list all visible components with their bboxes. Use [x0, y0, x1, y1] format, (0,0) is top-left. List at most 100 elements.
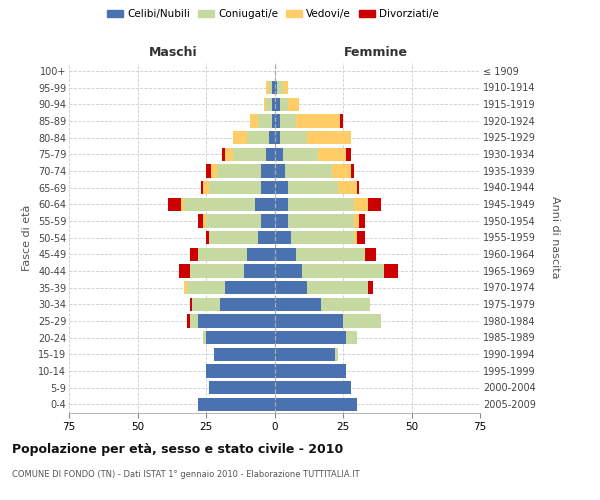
- Bar: [190, 314, 275, 328]
- Bar: [275, 348, 338, 361]
- Bar: [233, 148, 275, 161]
- Bar: [275, 248, 376, 261]
- Bar: [275, 331, 346, 344]
- Bar: [275, 331, 356, 344]
- Bar: [275, 214, 359, 228]
- Bar: [190, 248, 275, 261]
- Bar: [203, 331, 275, 344]
- Bar: [206, 364, 275, 378]
- Bar: [247, 248, 275, 261]
- Bar: [275, 164, 354, 177]
- Bar: [220, 298, 275, 311]
- Bar: [203, 331, 275, 344]
- Bar: [206, 364, 275, 378]
- Bar: [275, 148, 351, 161]
- Bar: [275, 98, 299, 111]
- Bar: [190, 264, 275, 278]
- Bar: [190, 264, 275, 278]
- Bar: [203, 181, 275, 194]
- Bar: [275, 381, 351, 394]
- Bar: [198, 398, 275, 411]
- Bar: [275, 281, 307, 294]
- Bar: [275, 214, 354, 228]
- Bar: [261, 214, 275, 228]
- Bar: [269, 131, 275, 144]
- Bar: [272, 114, 275, 128]
- Bar: [275, 148, 319, 161]
- Bar: [233, 131, 275, 144]
- Bar: [206, 364, 275, 378]
- Bar: [263, 98, 275, 111]
- Bar: [209, 381, 275, 394]
- Bar: [193, 298, 275, 311]
- Bar: [203, 331, 275, 344]
- Bar: [198, 248, 275, 261]
- Bar: [272, 81, 275, 94]
- Bar: [275, 398, 356, 411]
- Bar: [275, 331, 356, 344]
- Bar: [275, 114, 340, 128]
- Text: Maschi: Maschi: [149, 46, 197, 59]
- Bar: [217, 164, 275, 177]
- Bar: [184, 198, 275, 211]
- Bar: [275, 364, 346, 378]
- Bar: [167, 198, 275, 211]
- Bar: [275, 264, 384, 278]
- Bar: [206, 331, 275, 344]
- Bar: [275, 131, 307, 144]
- Bar: [275, 181, 359, 194]
- Bar: [275, 81, 283, 94]
- Bar: [206, 364, 275, 378]
- Bar: [250, 114, 275, 128]
- Bar: [275, 98, 280, 111]
- Bar: [269, 81, 275, 94]
- Bar: [275, 164, 286, 177]
- Bar: [275, 148, 283, 161]
- Bar: [275, 281, 368, 294]
- Bar: [266, 81, 275, 94]
- Bar: [214, 348, 275, 361]
- Bar: [275, 114, 280, 128]
- Bar: [263, 98, 275, 111]
- Bar: [198, 214, 275, 228]
- Bar: [275, 81, 288, 94]
- Bar: [209, 381, 275, 394]
- Bar: [275, 198, 382, 211]
- Bar: [275, 231, 365, 244]
- Bar: [275, 81, 288, 94]
- Bar: [275, 381, 351, 394]
- Bar: [250, 114, 275, 128]
- Bar: [275, 364, 346, 378]
- Bar: [275, 298, 321, 311]
- Bar: [275, 214, 365, 228]
- Bar: [206, 231, 275, 244]
- Bar: [206, 164, 275, 177]
- Bar: [261, 164, 275, 177]
- Bar: [275, 281, 368, 294]
- Bar: [214, 348, 275, 361]
- Bar: [275, 314, 382, 328]
- Bar: [190, 298, 275, 311]
- Bar: [275, 131, 280, 144]
- Bar: [181, 198, 275, 211]
- Bar: [258, 231, 275, 244]
- Legend: Celibi/Nubili, Coniugati/e, Vedovi/e, Divorziati/e: Celibi/Nubili, Coniugati/e, Vedovi/e, Di…: [103, 5, 443, 24]
- Bar: [209, 381, 275, 394]
- Bar: [275, 398, 356, 411]
- Bar: [275, 198, 354, 211]
- Y-axis label: Anni di nascita: Anni di nascita: [550, 196, 560, 278]
- Bar: [247, 131, 275, 144]
- Bar: [275, 198, 368, 211]
- Bar: [275, 248, 365, 261]
- Bar: [275, 131, 351, 144]
- Bar: [198, 398, 275, 411]
- Bar: [275, 198, 288, 211]
- Bar: [275, 231, 291, 244]
- Bar: [275, 181, 288, 194]
- Bar: [266, 81, 275, 94]
- Bar: [275, 364, 346, 378]
- Bar: [275, 264, 384, 278]
- Bar: [209, 231, 275, 244]
- Bar: [256, 198, 275, 211]
- Text: COMUNE DI FONDO (TN) - Dati ISTAT 1° gennaio 2010 - Elaborazione TUTTITALIA.IT: COMUNE DI FONDO (TN) - Dati ISTAT 1° gen…: [12, 470, 359, 479]
